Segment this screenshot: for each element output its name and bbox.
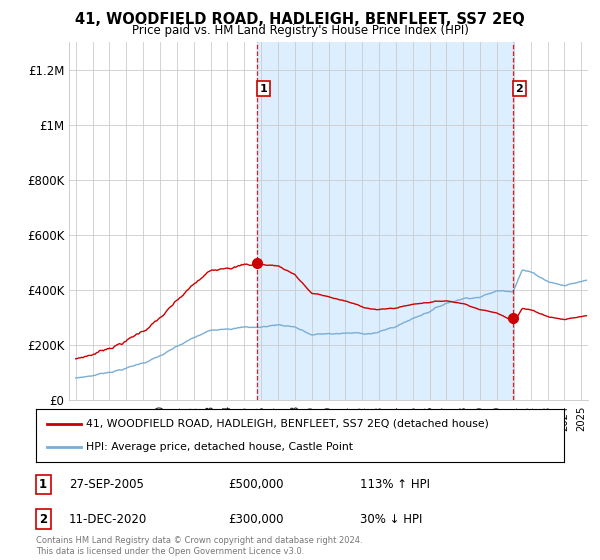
Text: 113% ↑ HPI: 113% ↑ HPI <box>360 478 430 491</box>
Text: Contains HM Land Registry data © Crown copyright and database right 2024.
This d: Contains HM Land Registry data © Crown c… <box>36 536 362 556</box>
Text: HPI: Average price, detached house, Castle Point: HPI: Average price, detached house, Cast… <box>86 442 353 452</box>
Text: 2: 2 <box>39 512 47 526</box>
Text: 41, WOODFIELD ROAD, HADLEIGH, BENFLEET, SS7 2EQ: 41, WOODFIELD ROAD, HADLEIGH, BENFLEET, … <box>75 12 525 27</box>
Text: 1: 1 <box>259 83 267 94</box>
Bar <box>257 42 513 400</box>
Text: £500,000: £500,000 <box>228 478 284 491</box>
Text: 30% ↓ HPI: 30% ↓ HPI <box>360 512 422 526</box>
Text: Price paid vs. HM Land Registry's House Price Index (HPI): Price paid vs. HM Land Registry's House … <box>131 24 469 36</box>
Text: 27-SEP-2005: 27-SEP-2005 <box>69 478 144 491</box>
Text: 41, WOODFIELD ROAD, HADLEIGH, BENFLEET, SS7 2EQ (detached house): 41, WOODFIELD ROAD, HADLEIGH, BENFLEET, … <box>86 419 489 429</box>
Text: £300,000: £300,000 <box>228 512 284 526</box>
Text: 2: 2 <box>515 83 523 94</box>
Text: 11-DEC-2020: 11-DEC-2020 <box>69 512 147 526</box>
Text: 1: 1 <box>39 478 47 491</box>
